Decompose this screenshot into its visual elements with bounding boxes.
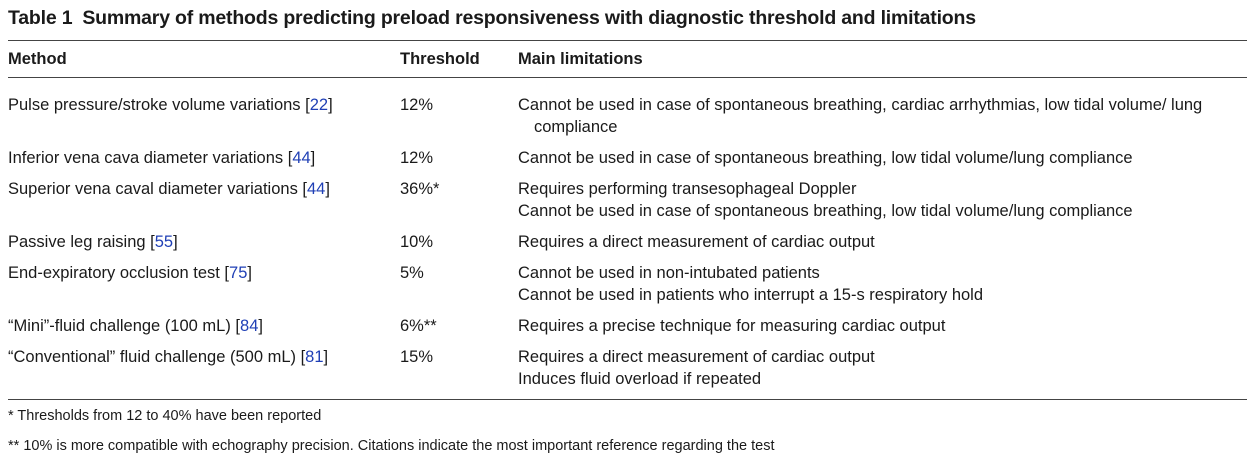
table-document: Table 1 Summary of methods predicting pre… — [8, 6, 1247, 466]
threshold-cell: 5% — [400, 264, 424, 282]
citation-link[interactable]: 81 — [305, 348, 324, 366]
limitations-cell: Cannot be used in case of spontaneous br… — [518, 149, 1133, 167]
method-cell: End-expiratory occlusion test [75] — [8, 264, 252, 282]
table-footnotes: * Thresholds from 12 to 40% have been re… — [8, 399, 1247, 456]
method-cell: “Conventional” fluid challenge (500 mL) … — [8, 348, 329, 366]
limitations-cell: Requires a precise technique for measuri… — [518, 317, 946, 335]
limitations-cell: Cannot be used in non-intubated patients… — [518, 264, 984, 304]
header-method: Method — [8, 40, 400, 78]
limitations-cell: Requires a direct measurement of cardiac… — [518, 348, 875, 388]
table-caption: Table 1 Summary of methods predicting pre… — [8, 6, 1247, 30]
limitations-cell: Requires a direct measurement of cardiac… — [518, 233, 875, 251]
citation-link[interactable]: 22 — [309, 96, 329, 114]
table-row: “Mini”-fluid challenge (100 mL) [84] 6%*… — [8, 315, 1247, 346]
table-title: Summary of methods predicting preload re… — [82, 7, 976, 29]
threshold-cell: 36%* — [400, 180, 440, 198]
threshold-cell: 12% — [400, 149, 434, 167]
table-row: “Conventional” fluid challenge (500 mL) … — [8, 346, 1247, 399]
method-cell: Superior vena caval diameter variations … — [8, 180, 330, 198]
table-label: Table 1 — [8, 7, 73, 29]
methods-table: Method Threshold Main limitations Pulse … — [8, 40, 1247, 399]
table-row: Inferior vena cava diameter variations [… — [8, 147, 1247, 178]
limitations-cell: Requires performing transesophageal Dopp… — [518, 180, 1133, 220]
table-row: Pulse pressure/stroke volume variations … — [8, 78, 1247, 148]
method-cell: Pulse pressure/stroke volume variations … — [8, 96, 333, 114]
header-threshold: Threshold — [400, 40, 518, 78]
footnote: * Thresholds from 12 to 40% have been re… — [8, 408, 322, 424]
threshold-cell: 6%** — [400, 317, 437, 335]
threshold-cell: 12% — [400, 96, 434, 114]
table-header-row: Method Threshold Main limitations — [8, 40, 1247, 78]
header-main-limitations: Main limitations — [518, 40, 1247, 78]
method-cell: Passive leg raising [55] — [8, 233, 178, 251]
method-cell: “Mini”-fluid challenge (100 mL) [84] — [8, 317, 263, 335]
threshold-cell: 15% — [400, 348, 434, 366]
table-row: Superior vena caval diameter variations … — [8, 178, 1247, 231]
limitations-cell: Cannot be used in case of spontaneous br… — [518, 96, 1203, 136]
citation-link[interactable]: 84 — [240, 317, 259, 335]
footnote: ** 10% is more compatible with echograph… — [8, 438, 775, 454]
threshold-cell: 10% — [400, 233, 434, 251]
table-row: Passive leg raising [55] 10% Requires a … — [8, 231, 1247, 262]
citation-link[interactable]: 44 — [292, 149, 311, 167]
method-cell: Inferior vena cava diameter variations [… — [8, 149, 316, 167]
citation-link[interactable]: 44 — [306, 180, 326, 198]
citation-link[interactable]: 55 — [154, 233, 174, 251]
citation-link[interactable]: 75 — [229, 264, 248, 282]
table-row: End-expiratory occlusion test [75] 5% Ca… — [8, 262, 1247, 315]
